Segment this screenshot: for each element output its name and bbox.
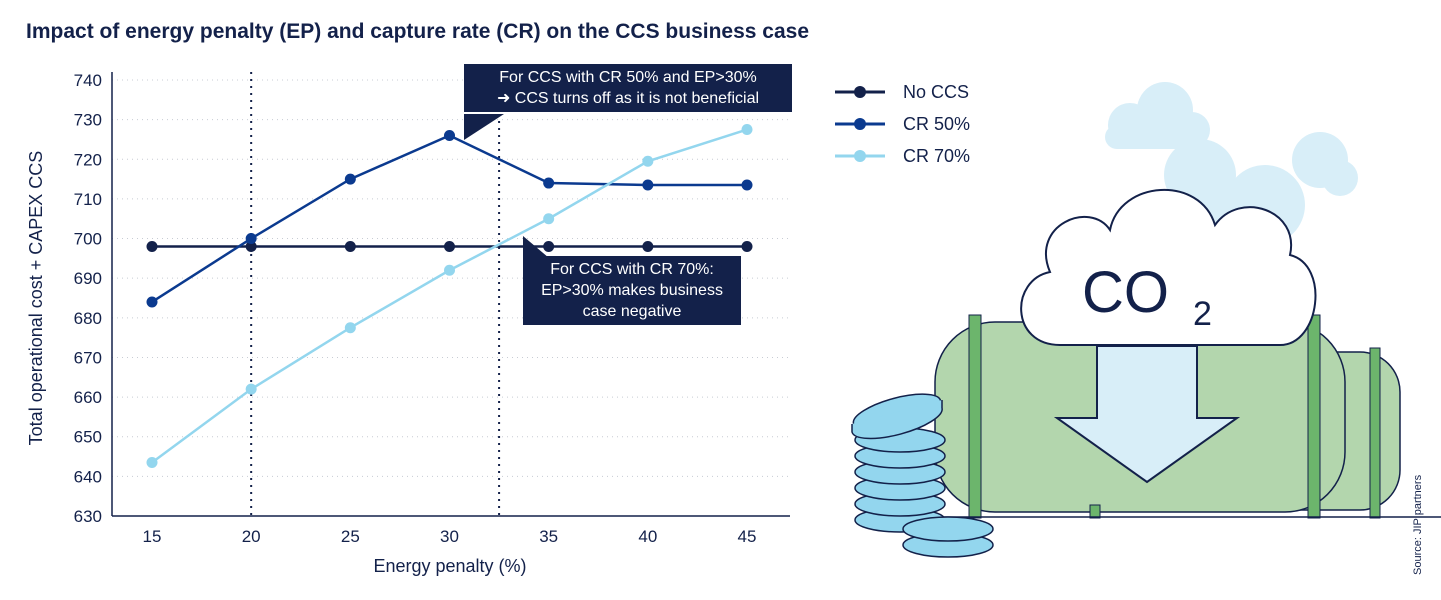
data-point	[642, 155, 654, 167]
series-cr-50-	[146, 129, 753, 308]
annotation-pointer	[464, 114, 504, 140]
annotation-cr50: For CCS with CR 50% and EP>30% ➜ CCS tur…	[464, 64, 792, 112]
data-point	[543, 213, 555, 225]
y-tick-label: 660	[74, 388, 102, 407]
data-point	[741, 124, 753, 136]
data-point	[444, 240, 455, 252]
chart-title: Impact of energy penalty (EP) and captur…	[26, 20, 810, 43]
data-point	[344, 240, 356, 252]
co2-subscript: 2	[1193, 295, 1212, 333]
data-point	[741, 179, 753, 191]
legend: No CCS CR 50% CR 70%	[835, 76, 970, 172]
data-point	[543, 240, 555, 252]
data-point	[642, 179, 654, 191]
series-no-ccs	[146, 240, 753, 252]
axes: 630 640 650 660 670 680 690 700 710 720 730 740 15 20…	[74, 71, 790, 546]
y-tick-label: 720	[74, 150, 102, 169]
y-tick-label: 710	[74, 190, 102, 209]
legend-swatch	[835, 86, 885, 98]
data-point	[245, 383, 257, 395]
data-point	[146, 456, 158, 468]
x-axis-label: Energy penalty (%)	[373, 556, 526, 576]
y-tick-label: 680	[74, 309, 102, 328]
ccs-illustration: CO 2	[851, 82, 1441, 558]
data-point	[642, 240, 654, 252]
data-point	[543, 177, 555, 189]
data-point	[741, 240, 753, 252]
y-tick-label: 630	[74, 507, 102, 526]
x-tick-label: 30	[440, 527, 459, 546]
legend-item-cr50: CR 50%	[835, 108, 970, 140]
data-point	[146, 240, 158, 252]
legend-swatch	[835, 118, 885, 130]
data-point	[245, 240, 257, 252]
legend-item-cr70: CR 70%	[835, 140, 970, 172]
arrow-down-icon	[1053, 345, 1241, 484]
coin	[902, 516, 994, 542]
cloud-icon	[1105, 82, 1210, 149]
series-cr-70-	[146, 124, 753, 468]
x-tick-label: 15	[143, 527, 162, 546]
co2-label: CO	[1082, 260, 1169, 325]
y-tick-label: 700	[74, 230, 102, 249]
x-tick-label: 20	[242, 527, 261, 546]
data-point	[344, 322, 356, 334]
data-point	[444, 129, 455, 141]
y-tick-label: 730	[74, 111, 102, 130]
y-axis-label: Total operational cost + CAPEX CCS	[26, 151, 46, 446]
annotation-cr70: For CCS with CR 70%: EP>30% makes busine…	[523, 256, 741, 325]
source-note: Source: JIP partners	[1412, 474, 1424, 575]
y-tick-label: 690	[74, 269, 102, 288]
legend-item-no-ccs: No CCS	[835, 76, 970, 108]
x-tick-label: 40	[638, 527, 657, 546]
x-tick-label: 35	[539, 527, 558, 546]
x-tick-label: 25	[341, 527, 360, 546]
data-point	[344, 173, 356, 185]
x-tick-label: 45	[738, 527, 757, 546]
legend-swatch	[835, 150, 885, 162]
series-group	[146, 124, 753, 468]
y-tick-label: 670	[74, 348, 102, 367]
data-point	[245, 233, 257, 245]
y-tick-label: 640	[74, 467, 102, 486]
annotation-pointer	[523, 236, 549, 258]
co2-cloud-icon	[1020, 189, 1317, 346]
y-tick-label: 650	[74, 428, 102, 447]
data-point	[146, 296, 158, 308]
coins-icon	[851, 393, 994, 558]
y-tick-label: 740	[74, 71, 102, 90]
data-point	[444, 264, 455, 276]
